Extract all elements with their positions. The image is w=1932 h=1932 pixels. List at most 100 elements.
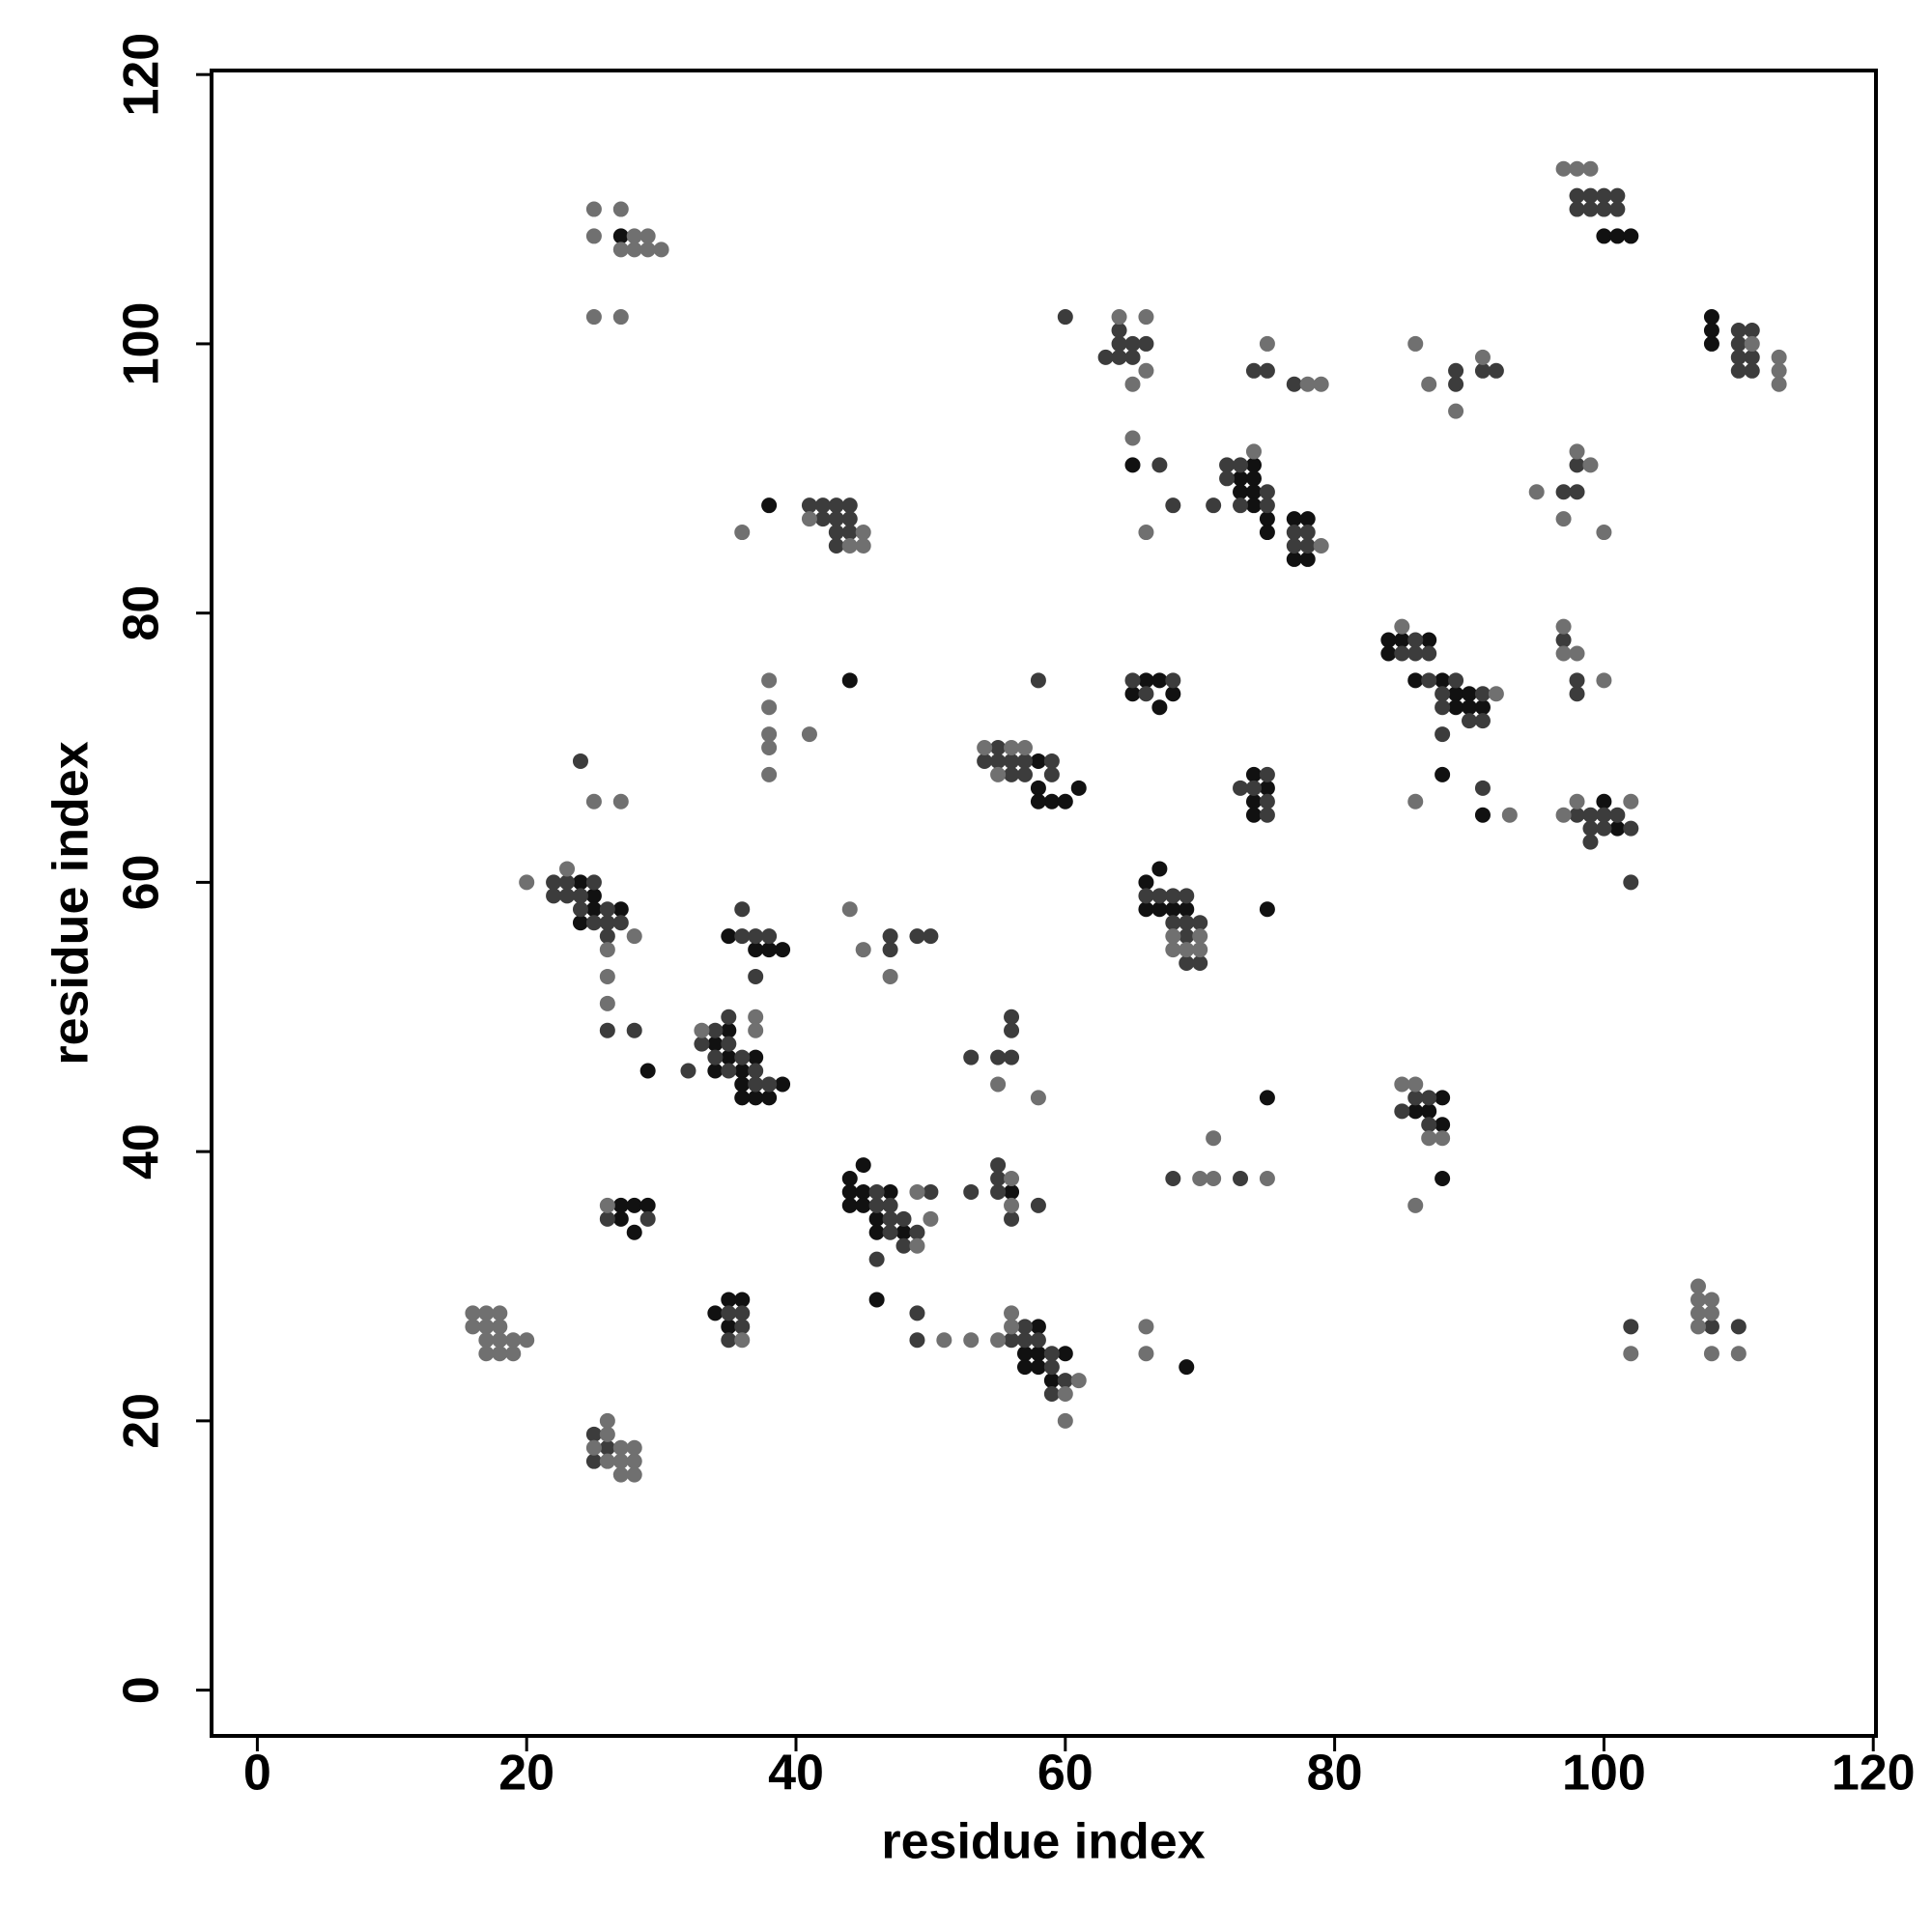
data-point	[748, 1022, 764, 1038]
data-point	[572, 915, 588, 931]
plot-frame	[210, 69, 1878, 1738]
data-point	[1057, 1386, 1073, 1403]
data-point	[680, 1063, 696, 1079]
data-point	[1151, 672, 1168, 689]
data-point	[1016, 740, 1033, 756]
data-point	[1111, 349, 1127, 365]
data-point	[1259, 1090, 1275, 1106]
data-point	[1744, 349, 1760, 365]
data-point	[1124, 349, 1141, 365]
data-point	[612, 309, 629, 326]
data-point	[1569, 807, 1585, 823]
data-point	[1623, 820, 1639, 837]
data-point	[1057, 309, 1073, 326]
data-point	[734, 1292, 751, 1308]
data-point	[1259, 766, 1275, 782]
data-point	[1501, 807, 1518, 823]
data-point	[1474, 780, 1491, 796]
data-point	[585, 874, 602, 891]
data-point	[585, 309, 602, 326]
data-point	[1016, 1319, 1033, 1335]
data-point	[1165, 928, 1181, 945]
data-point	[1555, 632, 1572, 648]
data-point	[1380, 645, 1397, 662]
data-point	[1151, 861, 1168, 877]
data-point	[1569, 672, 1585, 689]
data-point	[639, 1210, 656, 1227]
data-point	[1299, 537, 1316, 554]
data-point	[1609, 201, 1626, 217]
data-point	[1313, 537, 1329, 554]
data-point	[1730, 1319, 1747, 1335]
y-axis-title: residue index	[43, 741, 99, 1065]
data-point	[734, 1319, 751, 1335]
data-point	[1124, 430, 1141, 446]
data-point	[612, 1439, 629, 1456]
data-point	[923, 928, 939, 945]
data-point	[855, 1183, 871, 1200]
data-point	[1245, 484, 1262, 500]
data-point	[1569, 645, 1585, 662]
data-point	[1407, 645, 1424, 662]
data-point	[1488, 362, 1504, 379]
data-point	[1138, 1319, 1154, 1335]
data-point	[519, 1332, 535, 1349]
data-point	[505, 1332, 522, 1349]
data-point	[1703, 309, 1719, 326]
data-point	[1582, 820, 1599, 837]
data-point	[1030, 1090, 1046, 1106]
data-point	[585, 888, 602, 904]
data-point	[612, 1466, 629, 1483]
data-point	[1394, 1076, 1410, 1093]
data-point	[1259, 497, 1275, 514]
data-point	[1488, 686, 1504, 702]
data-point	[1690, 1278, 1706, 1294]
data-point	[1219, 457, 1236, 473]
data-point	[1138, 874, 1154, 891]
data-point	[505, 1346, 522, 1362]
data-point	[721, 1292, 737, 1308]
data-point	[1555, 645, 1572, 662]
data-point	[761, 497, 778, 514]
data-point	[1407, 632, 1424, 648]
data-point	[1407, 335, 1424, 352]
data-point	[734, 1332, 751, 1349]
data-point	[734, 901, 751, 918]
data-point	[963, 1049, 980, 1065]
data-point	[775, 942, 791, 958]
data-point	[612, 201, 629, 217]
data-point	[585, 901, 602, 918]
data-point	[1407, 1090, 1424, 1106]
data-point	[1233, 497, 1249, 514]
data-point	[721, 1319, 737, 1335]
data-point	[882, 1197, 898, 1213]
data-point	[801, 511, 817, 527]
data-point	[1016, 766, 1033, 782]
data-point	[1124, 457, 1141, 473]
x-tick-label: 40	[768, 1746, 824, 1802]
data-point	[1004, 1332, 1020, 1349]
data-point	[761, 1076, 778, 1093]
data-point	[1448, 362, 1464, 379]
x-tick-label: 20	[498, 1746, 554, 1802]
data-point	[909, 1332, 925, 1349]
data-point	[1004, 766, 1020, 782]
data-point	[1151, 901, 1168, 918]
data-point	[1596, 820, 1612, 837]
data-point	[1286, 525, 1302, 541]
x-tick-label: 80	[1307, 1746, 1363, 1802]
data-point	[599, 968, 615, 984]
data-point	[1043, 793, 1060, 810]
data-point	[775, 1076, 791, 1093]
data-point	[1043, 766, 1060, 782]
data-point	[585, 1453, 602, 1469]
data-point	[1299, 551, 1316, 567]
data-point	[1703, 1319, 1719, 1335]
data-point	[1192, 915, 1208, 931]
data-point	[1004, 1049, 1020, 1065]
data-point	[626, 1197, 642, 1213]
data-point	[923, 1210, 939, 1227]
data-point	[1474, 686, 1491, 702]
